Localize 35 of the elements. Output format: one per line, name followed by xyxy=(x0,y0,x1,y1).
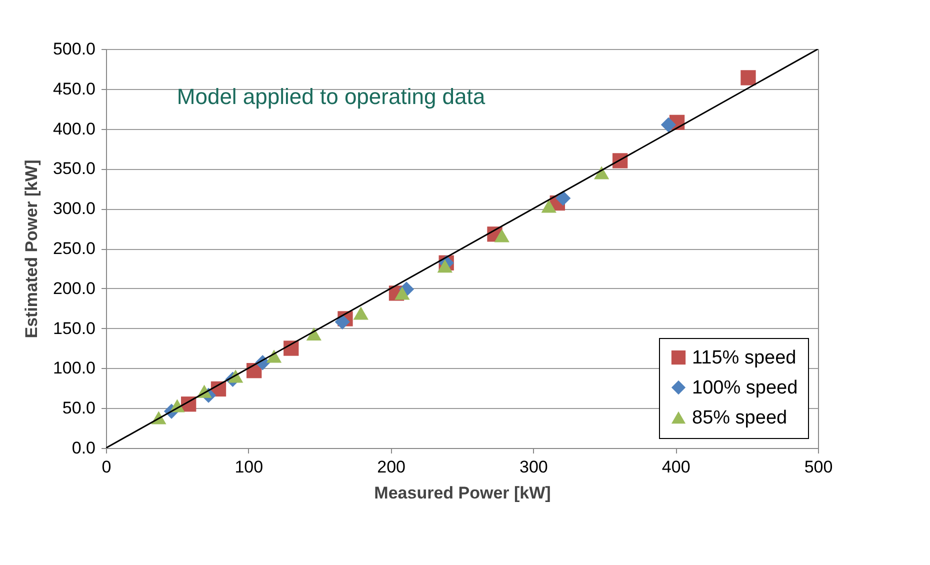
x-tick-label: 500 xyxy=(804,458,833,476)
y-tick-label: 300.0 xyxy=(52,199,96,218)
annotation: Model applied to operating data xyxy=(176,84,486,109)
y-tick-label: 0.0 xyxy=(72,438,96,458)
y-tick-label: 400.0 xyxy=(52,119,96,138)
x-tick-label: 400 xyxy=(662,458,690,476)
x-tick-label: 0 xyxy=(102,458,112,476)
y-tick-label: 350.0 xyxy=(52,159,96,178)
y-tick-label: 150.0 xyxy=(52,318,96,338)
y-tick-label: 50.0 xyxy=(62,398,96,418)
x-tick-label: 100 xyxy=(234,458,264,476)
y-tick-label: 100.0 xyxy=(52,358,96,378)
y-tick-label: 500.0 xyxy=(52,40,96,58)
point xyxy=(437,259,452,273)
x-axis-title: Measured Power [kW] xyxy=(374,484,551,502)
point xyxy=(556,190,571,206)
point xyxy=(353,306,368,320)
point xyxy=(740,70,756,86)
point xyxy=(394,286,410,300)
legend-label: 100% speed xyxy=(692,378,798,398)
legend-label: 115% speed xyxy=(692,348,796,368)
point xyxy=(660,117,676,132)
point xyxy=(266,350,282,363)
y-tick-label: 450.0 xyxy=(52,79,96,98)
point xyxy=(334,314,350,330)
point xyxy=(306,327,322,340)
point xyxy=(494,229,510,242)
x-tick-label: 300 xyxy=(520,458,548,476)
point xyxy=(541,200,556,213)
point xyxy=(594,166,610,180)
x-tick-label: 200 xyxy=(377,458,406,476)
y-tick-label: 200.0 xyxy=(52,278,96,298)
legend-label: 85% speed xyxy=(692,408,788,428)
y-tick-label: 250.0 xyxy=(52,239,96,258)
y-axis-title: Estimated Power [kW] xyxy=(22,160,41,338)
